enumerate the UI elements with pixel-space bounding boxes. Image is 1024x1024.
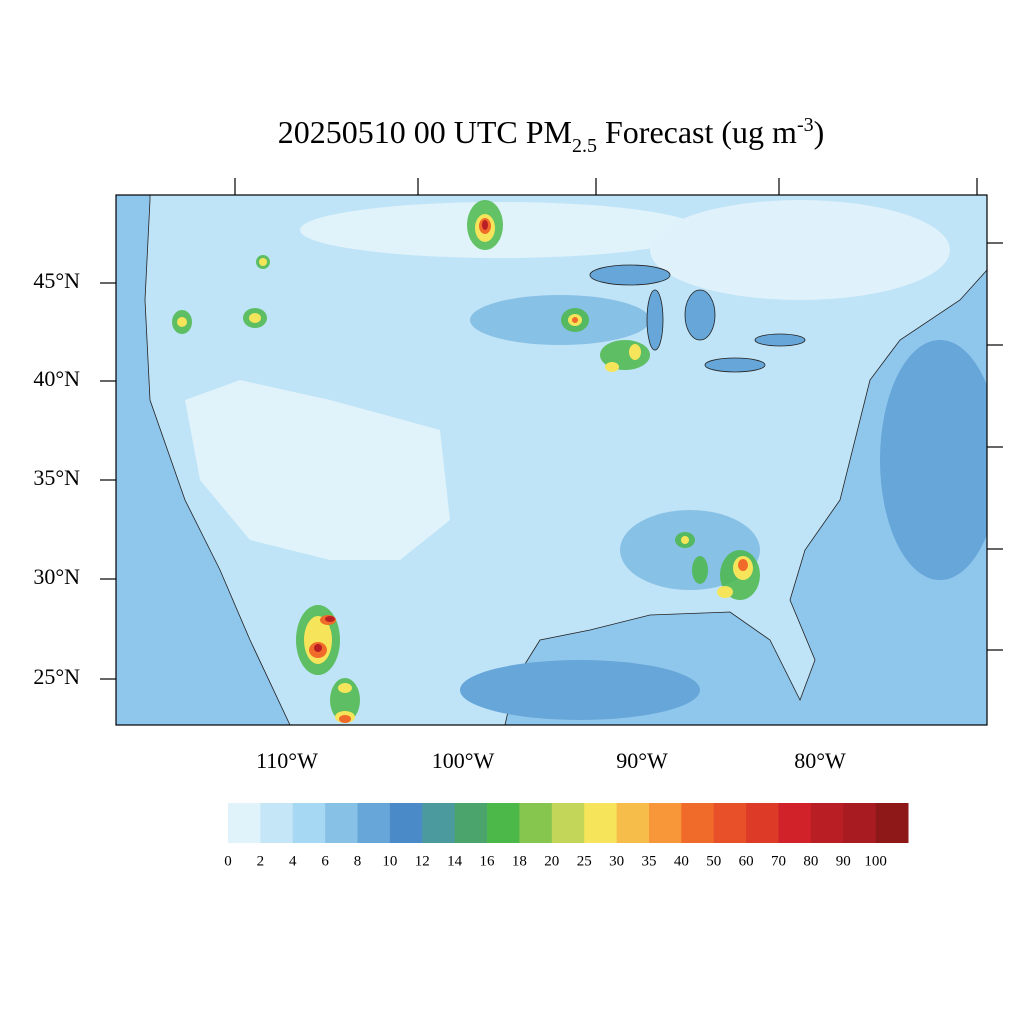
colorbar-label: 16: [480, 853, 496, 869]
colorbar-label: 0: [224, 853, 232, 869]
lat-label: 30°N: [33, 564, 80, 589]
colorbar-box: [260, 803, 294, 843]
colorbar-label: 10: [382, 853, 397, 869]
colorbar-label: 60: [739, 853, 754, 869]
colorbar-box: [357, 803, 391, 843]
colorbar-label: 80: [803, 853, 818, 869]
colorbar-label: 8: [354, 853, 362, 869]
colorbar-box: [778, 803, 812, 843]
colorbar-box: [389, 803, 423, 843]
colorbar-label: 6: [321, 853, 329, 869]
colorbar-box: [325, 803, 359, 843]
lat-label: 25°N: [33, 664, 80, 689]
colorbar-label: 18: [512, 853, 527, 869]
haze-midwest: [470, 295, 650, 345]
map-frame: [115, 194, 988, 726]
colorbar-box: [422, 803, 456, 843]
haze-gulf: [460, 660, 700, 720]
title-main: 20250510 00 UTC PM: [278, 114, 572, 150]
lat-label: 40°N: [33, 366, 80, 391]
colorbar-box: [746, 803, 779, 843]
colorbar-label: 40: [674, 853, 689, 869]
lat-label: 45°N: [33, 268, 80, 293]
colorbar-label: 50: [706, 853, 721, 869]
map: 45°N 40°N 35°N 30°N 25°N 110°W 100°W 90°…: [33, 178, 1003, 773]
title-superscript: -3: [797, 114, 814, 136]
lon-label: 80°W: [794, 748, 846, 773]
map-ticks: [100, 178, 1003, 680]
lat-label: 35°N: [33, 465, 80, 490]
colorbar-box: [875, 803, 909, 843]
title-end: ): [814, 114, 825, 150]
colorbar-label: 90: [836, 853, 851, 869]
title-subscript: 2.5: [572, 135, 597, 157]
colorbar-label: 4: [289, 853, 297, 869]
colorbar-box: [843, 803, 877, 843]
clean-northeast: [650, 200, 950, 300]
colorbar-label: 2: [257, 853, 265, 869]
colorbar-box: [681, 803, 715, 843]
colorbar-box: [616, 803, 650, 843]
colorbar-label: 25: [577, 853, 592, 869]
colorbar-box: [228, 803, 261, 843]
colorbar-label: 14: [447, 853, 463, 869]
land: [144, 195, 987, 725]
colorbar-label: 12: [415, 853, 430, 869]
great-lakes: [589, 264, 806, 373]
lon-label: 110°W: [256, 748, 318, 773]
colorbar-box: [648, 803, 682, 843]
colorbar-label: 20: [544, 853, 559, 869]
haze-atlantic: [880, 340, 987, 580]
colorbar-box: [519, 803, 553, 843]
title: 20250510 00 UTC PM2.5 Forecast (ug m-3): [278, 114, 825, 157]
colorbar-box: [487, 803, 520, 843]
colorbar-label: 70: [771, 853, 786, 869]
hotspots: [172, 200, 760, 723]
lon-label: 90°W: [616, 748, 668, 773]
colorbar-box: [810, 803, 844, 843]
colorbar-box: [454, 803, 488, 843]
colorbar-box: [713, 803, 747, 843]
clean-west: [185, 380, 450, 560]
colorbar-box: [292, 803, 326, 843]
colorbar-label: 100: [864, 853, 887, 869]
colorbar-box: [551, 803, 585, 843]
title-middle: Forecast (ug m: [597, 114, 797, 150]
colorbar-label: 35: [641, 853, 656, 869]
colorbar-box: [584, 803, 618, 843]
lon-label: 100°W: [432, 748, 495, 773]
colorbar-label: 30: [609, 853, 624, 869]
colorbar: 0 2 4 6 8 10 12 14 16 18 20 25 30 35 40 50 60 70 80 90 100: [224, 803, 909, 869]
